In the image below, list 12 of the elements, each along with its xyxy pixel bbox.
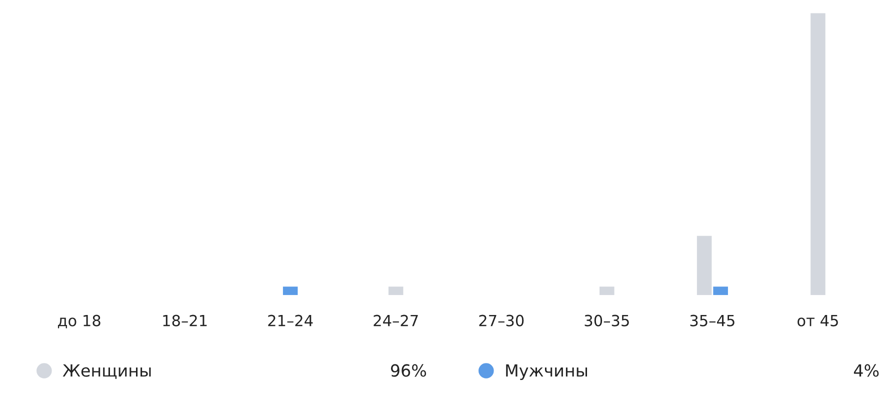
x-tick-label: 30–35 xyxy=(584,314,629,326)
x-tick-label: 21–24 xyxy=(268,314,313,326)
x-tick-label: 27–30 xyxy=(479,314,524,326)
x-tick-label: от 45 xyxy=(798,315,838,326)
x-tick-label: 18–21 xyxy=(163,314,207,326)
x-tick-label: 35–45 xyxy=(690,314,734,326)
text: 96% xyxy=(390,364,426,377)
x-tick-label: 24–27 xyxy=(374,314,418,326)
legend-label: Мужчины xyxy=(506,364,588,380)
legend-label: Женщины xyxy=(62,364,151,379)
text: 4% xyxy=(854,364,879,377)
x-tick-label: до 18 xyxy=(58,314,100,328)
